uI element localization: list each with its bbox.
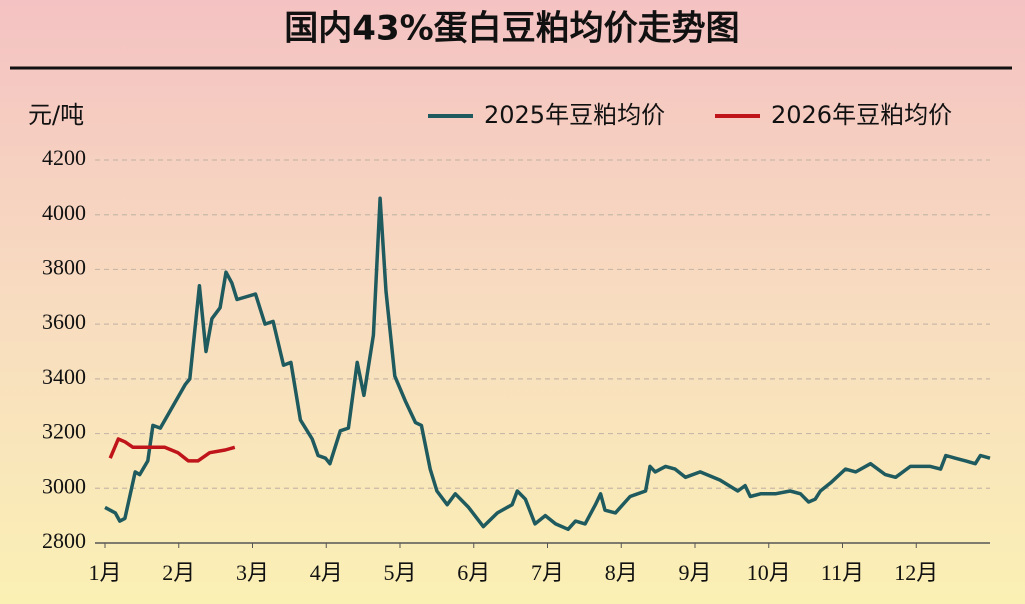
x-tick-label: 5月 [383,560,416,585]
y-axis-label: 元/吨 [28,101,84,129]
x-tick-label: 9月 [678,560,711,585]
x-tick-label: 3月 [236,560,269,585]
x-tick-label: 8月 [605,560,638,585]
series-line [108,437,236,463]
x-tick-label: 7月 [531,560,564,585]
legend-label: 2025年豆粕均价 [484,101,665,129]
y-tick-label: 4000 [42,200,86,225]
legend-label: 2026年豆粕均价 [771,101,952,129]
y-tick-label: 3000 [42,473,86,498]
y-tick-label: 2800 [42,528,86,553]
y-tick-label: 4200 [42,145,86,170]
x-tick-label: 12月 [894,560,938,585]
x-tick-label: 2月 [162,560,195,585]
y-tick-label: 3200 [42,419,86,444]
y-tick-label: 3400 [42,364,86,389]
y-tick-label: 3800 [42,254,86,279]
chart-title: 国内43%蛋白豆粕均价走势图 [284,9,739,49]
x-tick-label: 6月 [457,560,490,585]
series-line [104,196,991,532]
x-tick-label: 10月 [747,560,791,585]
x-tick-label: 1月 [88,560,121,585]
y-tick-label: 3600 [42,309,86,334]
x-tick-label: 11月 [821,560,864,585]
x-tick-label: 4月 [310,560,343,585]
